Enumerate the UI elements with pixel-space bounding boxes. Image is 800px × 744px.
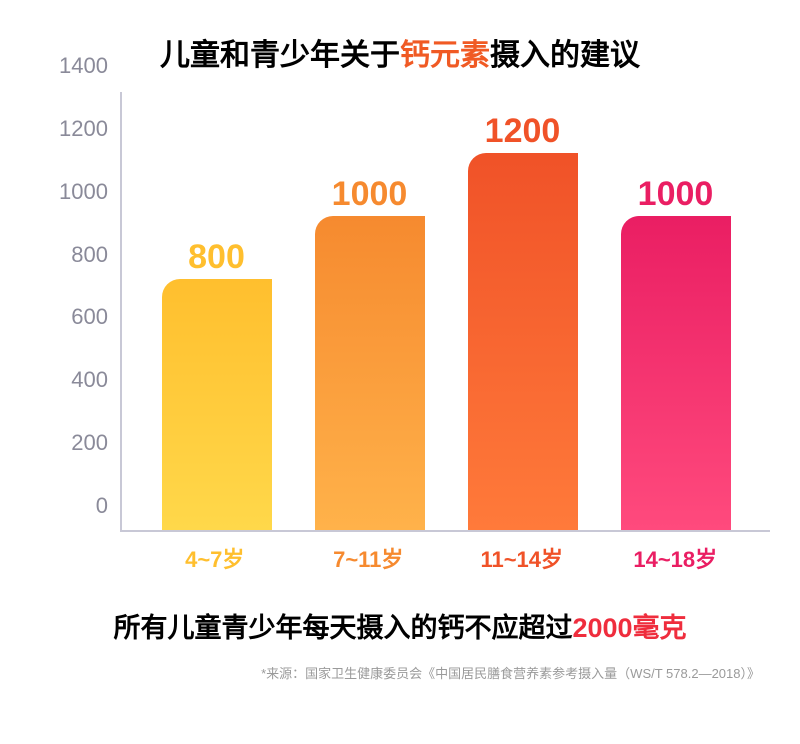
y-tick: 600 [71,304,108,330]
title-highlight: 钙元素 [400,39,490,72]
y-tick: 800 [71,242,108,268]
bar-value-label: 1000 [332,175,408,214]
bar-wrap: 1000 [621,92,731,530]
title-suffix: 摄入的建议 [490,39,640,72]
bar-wrap: 1000 [315,92,425,530]
y-tick: 400 [71,367,108,393]
plot-area: 800 1000 1200 1000 [120,92,770,532]
footer-highlight: 2000毫克 [572,613,686,643]
chart-area: 0200400600800100012001400 80010001200100… [30,92,770,572]
bar-wrap: 1200 [468,92,578,530]
bars-group: 800 1000 1200 1000 [122,92,770,530]
footer-prefix: 所有儿童青少年每天摄入的钙不应超过 [113,613,572,643]
x-label: 11~14岁 [467,532,577,572]
chart-title: 儿童和青少年关于钙元素摄入的建议 [30,30,770,74]
bar-value-label: 800 [188,238,245,277]
bar [315,216,425,530]
bar [162,279,272,530]
footer-note: 所有儿童青少年每天摄入的钙不应超过2000毫克 [30,606,770,645]
x-label: 14~18岁 [620,532,730,572]
y-axis: 0200400600800100012001400 [30,92,120,532]
y-tick: 200 [71,430,108,456]
bar [468,153,578,530]
bar-wrap: 800 [162,92,272,530]
y-tick: 1400 [59,53,108,79]
source-citation: *来源：国家卫生健康委员会《中国居民膳食营养素参考摄入量（WS/T 578.2—… [30,663,770,682]
y-tick: 1000 [59,179,108,205]
y-tick: 0 [96,493,108,519]
bar-value-label: 1000 [638,175,714,214]
x-label: 7~11岁 [313,532,423,572]
chart-container: 儿童和青少年关于钙元素摄入的建议 0 200 400 600 800 1000 1200 14… [0,0,800,744]
title-prefix: 儿童和青少年关于 [160,39,400,72]
x-label: 4~7岁 [160,532,270,572]
x-axis-labels: 4~7岁 7~11岁 11~14岁 14~18岁 [120,532,770,572]
y-tick: 1200 [59,116,108,142]
bar-value-label: 1200 [485,112,561,151]
bar [621,216,731,530]
